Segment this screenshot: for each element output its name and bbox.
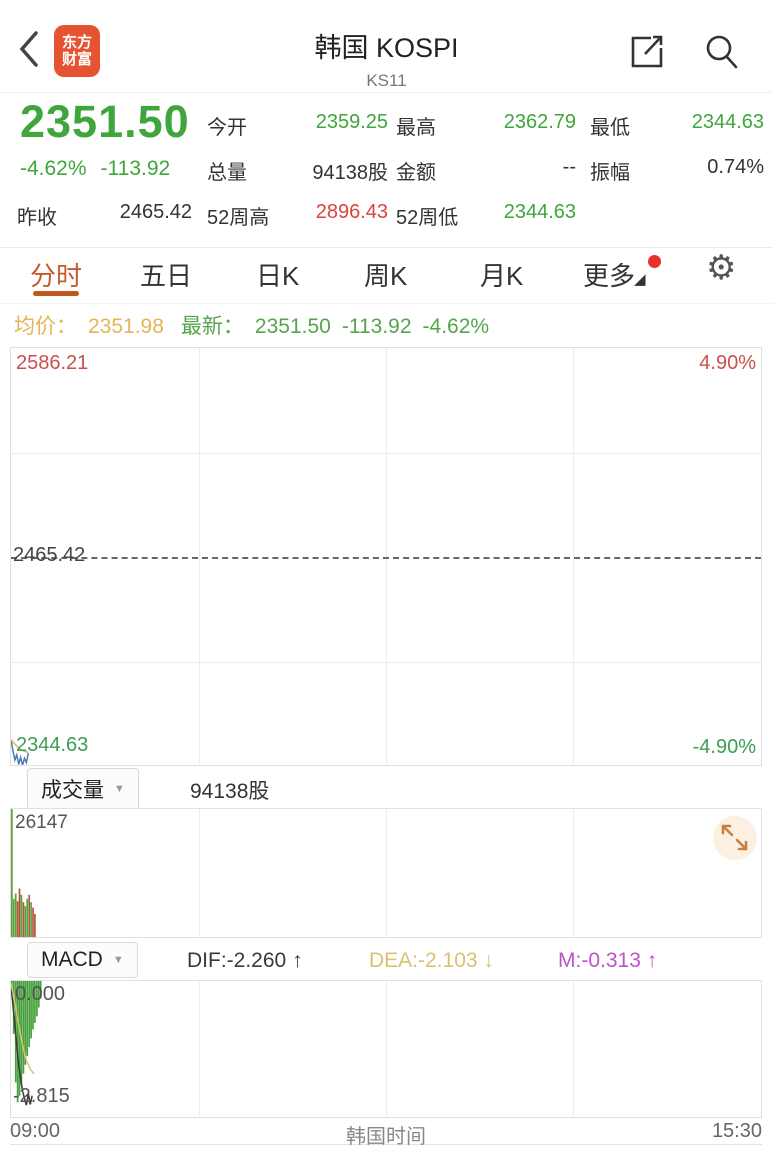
stat-label: 52周高 (207, 207, 270, 229)
macd-chart-pane[interactable]: 0.000 -2.815 (10, 980, 762, 1118)
latest-value: 2351.50 (254, 315, 331, 338)
gridline (199, 809, 200, 937)
up-arrow-icon: ↑ (646, 949, 658, 972)
chevron-down-icon: ▼ (114, 783, 125, 795)
tab-monthly-k[interactable]: 月K (480, 261, 524, 291)
macd-m-value: M:-0.313 ↑ (558, 949, 658, 972)
more-dropdown-caret-icon: ◢ (634, 271, 646, 288)
intraday-chart-pane[interactable]: 2586.21 4.90% 2465.42 2344.63 -4.90% (10, 347, 762, 766)
change-value: -113.92 (100, 157, 171, 180)
latest-change: -113.92 (341, 315, 412, 338)
stat-value: 2465.42 (119, 201, 192, 223)
last-price: 2351.50 (20, 96, 190, 147)
stat-label: 最低 (590, 117, 630, 139)
back-icon[interactable] (16, 28, 42, 70)
gridline (573, 981, 574, 1117)
gridline (199, 348, 200, 765)
share-icon[interactable] (626, 30, 666, 72)
divider (0, 303, 773, 304)
stat-label: 金额 (396, 162, 436, 184)
stat-value: 2359.25 (315, 111, 388, 133)
search-icon[interactable] (702, 30, 742, 72)
axis-prev-close: 2465.42 (13, 544, 86, 566)
app-header: 东方 财富 韩国 KOSPI KS11 (0, 0, 773, 93)
time-start: 09:00 (10, 1120, 61, 1142)
stat-value: 94138股 (312, 162, 388, 184)
gridline (11, 453, 761, 454)
axis-low-price: 2344.63 (16, 734, 89, 756)
tab-5day[interactable]: 五日 (140, 261, 193, 291)
prev-close-dashed-line (11, 557, 761, 559)
stat-value: -- (562, 156, 576, 178)
stat-value: 0.74% (707, 156, 764, 178)
stat-label: 总量 (207, 162, 247, 184)
gridline (573, 348, 574, 765)
stat-label: 昨收 (17, 207, 57, 229)
up-arrow-icon: ↑ (292, 949, 303, 972)
expand-chart-button[interactable] (713, 816, 757, 860)
tab-minute[interactable]: 分时 (30, 261, 83, 291)
stat-value: 2362.79 (503, 111, 576, 133)
axis-high-price: 2586.21 (16, 352, 89, 374)
volume-axis-max: 26147 (15, 812, 68, 833)
price-change: -4.62% -113.92 (20, 157, 184, 181)
gridline (199, 981, 200, 1117)
gridline (386, 809, 387, 937)
logo-text-line1: 东方 (61, 34, 92, 51)
notification-dot (648, 255, 661, 268)
settings-gear-icon[interactable]: ⚙ (706, 249, 737, 287)
volume-bar-chart (11, 809, 36, 937)
latest-percent: -4.62% (422, 315, 490, 338)
time-axis: 09:00 韩国时间 15:30 (10, 1118, 762, 1148)
avg-price-value: 2351.98 (88, 315, 164, 338)
stat-label: 振幅 (590, 162, 630, 184)
macd-axis-top: 0.000 (15, 983, 66, 1005)
chevron-down-icon: ▼ (112, 954, 124, 966)
tab-weekly-k[interactable]: 周K (364, 261, 408, 291)
axis-low-percent: -4.90% (692, 736, 756, 758)
selector-label: 成交量 (41, 779, 104, 802)
time-end: 15:30 (711, 1120, 762, 1142)
avg-price-label: 均价： (14, 315, 77, 338)
timezone-label: 韩国时间 (346, 1126, 426, 1148)
volume-indicator-selector[interactable]: 成交量 ▼ (27, 768, 139, 810)
gridline (386, 348, 387, 765)
price-info-bar: 均价： 2351.98 最新： 2351.50 -113.92 -4.62% (14, 310, 489, 340)
expand-arrows-icon (721, 824, 748, 851)
volume-total: 94138股 (190, 780, 270, 803)
axis-high-percent: 4.90% (699, 352, 756, 374)
active-tab-underline (33, 291, 79, 296)
macd-indicator-selector[interactable]: MACD ▼ (27, 942, 138, 978)
volume-chart-pane[interactable]: 26147 (10, 808, 762, 938)
stat-value: 2344.63 (503, 201, 576, 223)
latest-label: 最新： (180, 315, 244, 338)
stat-value: 2344.63 (691, 111, 764, 133)
eastmoney-logo-icon: 东方 财富 (54, 25, 100, 77)
gridline (386, 981, 387, 1117)
stat-label: 最高 (396, 117, 436, 139)
macd-axis-bottom: -2.815 (13, 1085, 70, 1107)
gridline (11, 662, 761, 663)
macd-dea-value: DEA:-2.103 ↓ (369, 949, 494, 972)
change-percent: -4.62% (20, 157, 87, 180)
tab-more[interactable]: 更多 (583, 261, 636, 291)
price-line-chart (11, 739, 30, 765)
tab-daily-k[interactable]: 日K (256, 261, 300, 291)
gridline (573, 809, 574, 937)
stat-label: 今开 (207, 117, 247, 139)
macd-dif-value: DIF:-2.260 ↑ (187, 949, 303, 972)
logo-text-line2: 财富 (61, 51, 92, 68)
symbol-code: KS11 (366, 71, 407, 90)
divider (0, 247, 773, 248)
selector-label: MACD (41, 948, 103, 971)
stat-label: 52周低 (396, 207, 459, 229)
stat-value: 2896.43 (315, 201, 388, 223)
down-arrow-icon: ↓ (483, 949, 494, 972)
macd-histogram-chart (11, 981, 42, 1106)
